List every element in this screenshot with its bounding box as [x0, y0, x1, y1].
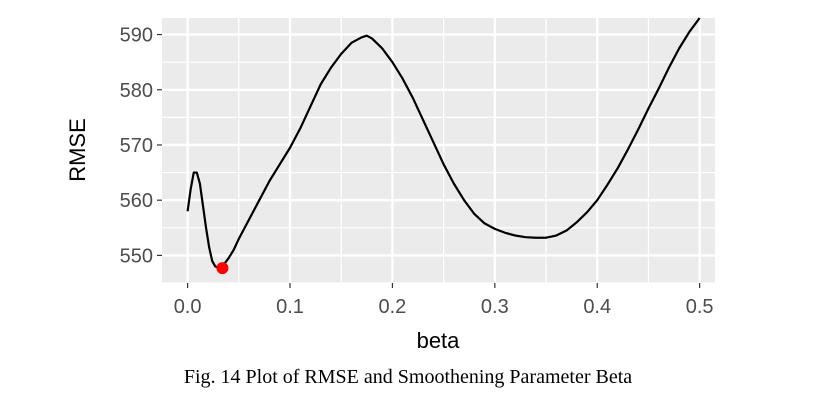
y-tick-label: 590 [120, 25, 153, 47]
plot-panel [162, 18, 715, 283]
figure-caption: Fig. 14 Plot of RMSE and Smoothening Par… [183, 366, 633, 388]
x-tick-label: 0.3 [481, 296, 509, 318]
x-axis: 0.0 0.1 0.2 0.3 0.4 0.5 [174, 283, 714, 318]
y-tick-label: 550 [120, 245, 153, 267]
y-axis: 550 560 570 580 590 [120, 25, 162, 267]
minimum-point [216, 262, 229, 275]
x-tick-label: 0.5 [686, 296, 714, 318]
y-tick-label: 560 [120, 190, 153, 212]
y-tick-label: 580 [120, 80, 153, 102]
x-tick-label: 0.4 [583, 296, 611, 318]
x-axis-label: beta [417, 328, 461, 353]
y-tick-label: 570 [120, 135, 153, 157]
x-tick-label: 0.2 [379, 296, 407, 318]
grid-lines [162, 18, 715, 284]
x-tick-label: 0.0 [174, 296, 202, 318]
y-axis-label: RMSE [65, 118, 90, 182]
x-tick-label: 0.1 [276, 296, 304, 318]
series-layer [186, 17, 701, 275]
